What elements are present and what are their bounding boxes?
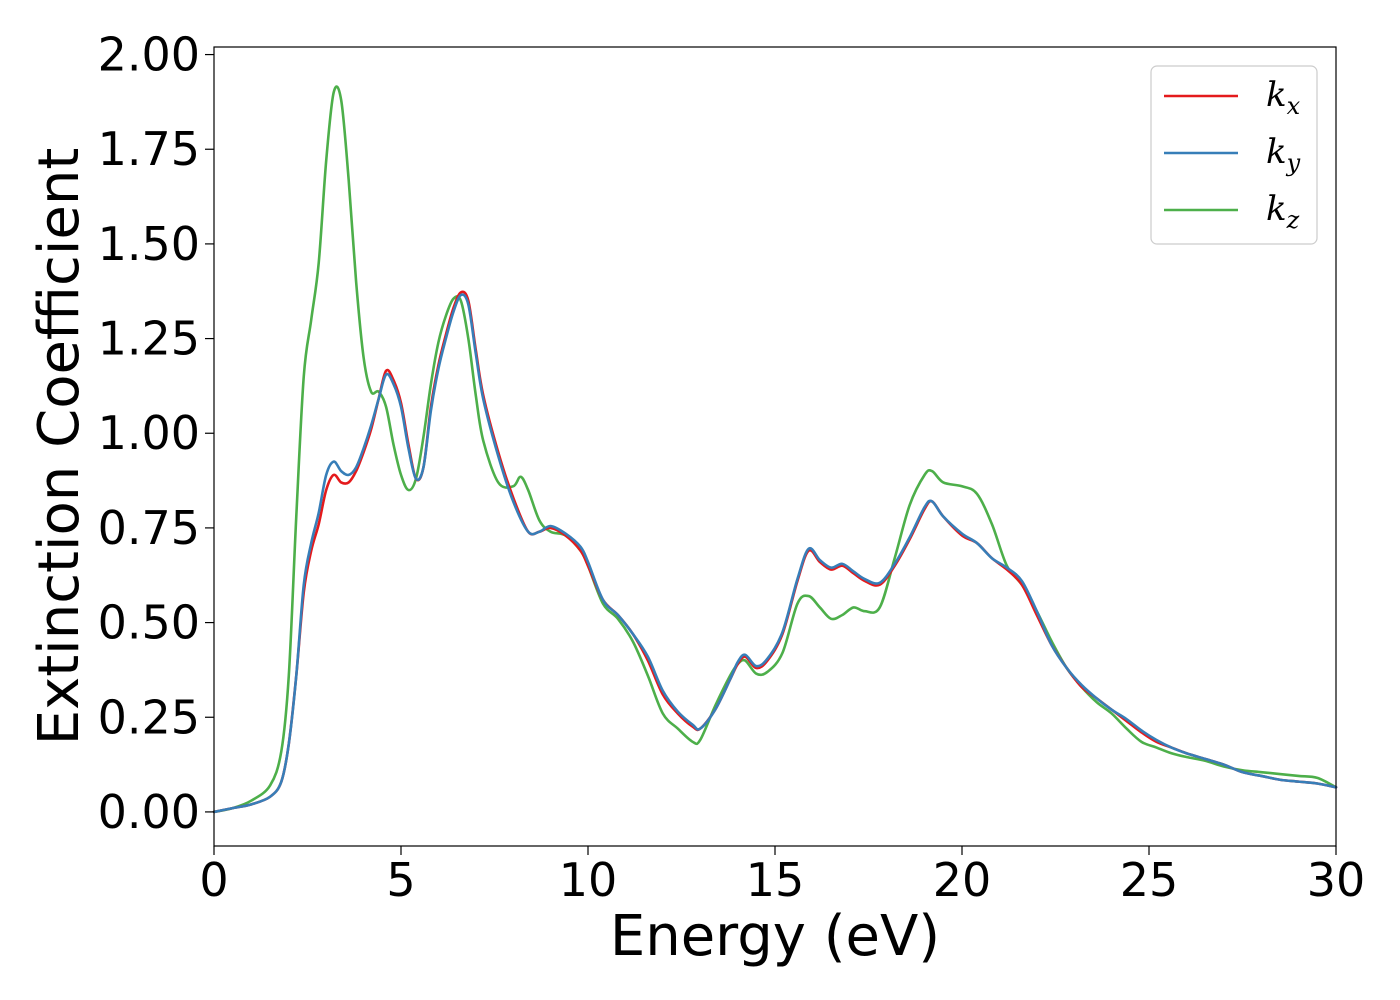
y-tick-label: 0.00 <box>98 785 200 839</box>
x-tick-label: 15 <box>746 853 805 907</box>
x-axis-label: Energy (eV) <box>610 904 940 969</box>
x-tick-label: 0 <box>199 853 228 907</box>
legend-label-ky: ky <box>1266 132 1301 177</box>
legend-label-kz: kz <box>1266 189 1300 234</box>
x-tick-label: 25 <box>1120 853 1179 907</box>
y-tick-label: 1.75 <box>98 122 200 176</box>
y-tick-label: 1.50 <box>98 217 200 271</box>
series-line-kx <box>212 290 1338 814</box>
y-tick-label: 1.00 <box>98 406 200 460</box>
series-layer <box>212 85 1338 814</box>
legend-label-kx: kx <box>1266 75 1301 120</box>
y-tick-label: 0.75 <box>98 501 200 555</box>
y-axis-label: Extinction Coefficient <box>27 148 92 746</box>
legend-box <box>1150 65 1318 245</box>
y-tick-label: 0.25 <box>98 690 200 744</box>
y-tick-label: 0.50 <box>98 596 200 650</box>
legend: kx ky kz <box>1150 65 1318 245</box>
y-tick-label: 1.25 <box>98 312 200 366</box>
series-line-ky <box>212 293 1338 814</box>
ticks-layer: 0 5 10 15 20 25 30 0.00 0.25 0.50 0.75 1.00 1.25 1.50… <box>98 28 1366 907</box>
x-tick-label: 10 <box>559 853 618 907</box>
x-tick-label: 20 <box>933 853 992 907</box>
x-tick-label: 5 <box>386 853 415 907</box>
x-tick-label: 30 <box>1307 853 1366 907</box>
y-tick-label: 2.00 <box>98 28 200 82</box>
